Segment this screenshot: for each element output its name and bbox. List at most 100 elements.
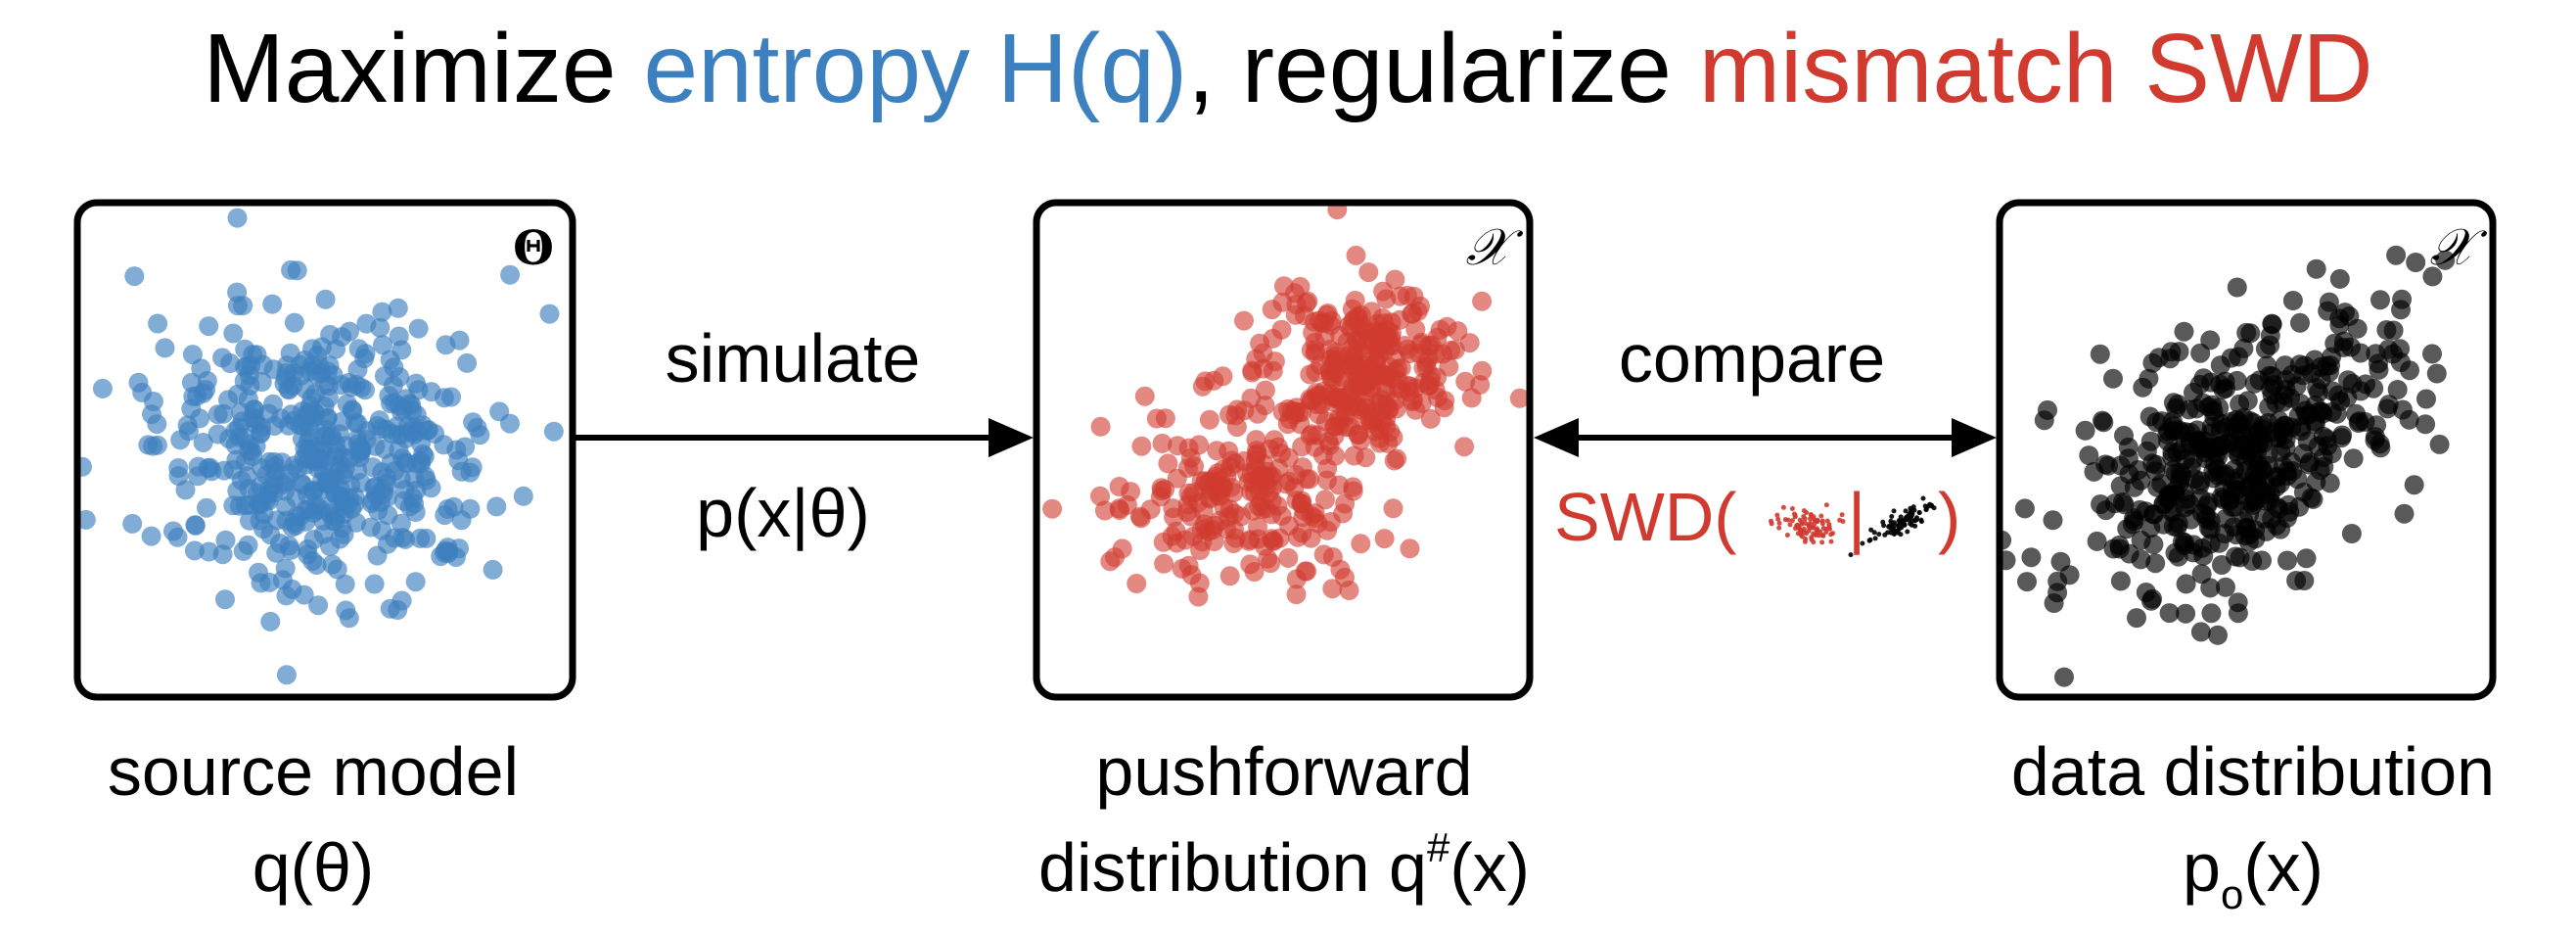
- pushforward-point: [1358, 359, 1379, 380]
- data-point: [2229, 468, 2249, 489]
- simulate-label: simulate: [666, 320, 921, 397]
- source-point: [284, 455, 304, 476]
- data-point: [2293, 365, 2314, 386]
- mini-black-point: [1886, 524, 1892, 530]
- mini-red-point: [1837, 517, 1843, 523]
- pushforward-point: [1390, 286, 1410, 306]
- data-point: [2201, 416, 2222, 437]
- pushforward-caption-sup: #: [1427, 824, 1450, 870]
- mini-red-point: [1799, 534, 1805, 539]
- mini-red-point: [1827, 526, 1832, 532]
- mini-red-point: [1776, 525, 1782, 531]
- source-point: [143, 392, 163, 411]
- data-point: [2103, 368, 2123, 389]
- pushforward-point: [1445, 340, 1465, 360]
- data-point: [2229, 413, 2249, 434]
- pushforward-point: [1127, 574, 1147, 593]
- data-point: [2093, 412, 2114, 433]
- source-point: [330, 529, 350, 549]
- mini-black-point: [1895, 528, 1900, 534]
- source-point: [356, 313, 377, 334]
- pushforward-caption-line2: distribution q#(x): [1038, 824, 1530, 906]
- title-part-maximize: Maximize: [203, 14, 644, 123]
- mini-red-point: [1811, 525, 1817, 531]
- data-point: [2280, 388, 2301, 408]
- data-point: [2305, 414, 2325, 435]
- mini-red-point: [1809, 537, 1815, 542]
- mini-red-point: [1820, 526, 1826, 531]
- pushforward-point: [1167, 468, 1187, 489]
- pushforward-point: [1234, 310, 1254, 331]
- data-point: [2256, 521, 2277, 541]
- source-point: [185, 515, 206, 536]
- swd-separator: |: [1848, 479, 1865, 555]
- pushforward-point: [1411, 335, 1432, 355]
- pushforward-point: [1302, 390, 1322, 410]
- data-point: [2306, 258, 2326, 279]
- pushforward-point: [1219, 404, 1239, 425]
- pushforward-point: [1219, 566, 1240, 586]
- source-point: [316, 426, 337, 446]
- mini-red-point: [1817, 529, 1823, 535]
- source-point: [155, 338, 175, 358]
- source-point: [141, 526, 161, 546]
- mini-pushforward-icon: [1769, 502, 1846, 545]
- pushforward-point: [1134, 386, 1155, 406]
- pushforward-point: [1297, 561, 1317, 582]
- theta-space-symbol: Θ: [513, 221, 554, 276]
- source-point: [297, 442, 317, 462]
- mini-red-point: [1823, 530, 1829, 535]
- source-point: [264, 451, 285, 472]
- source-point: [229, 495, 250, 516]
- pushforward-point: [1100, 551, 1121, 572]
- data-point: [2133, 377, 2153, 398]
- source-point: [408, 318, 429, 339]
- mini-red-point: [1807, 524, 1813, 530]
- mini-black-point: [1920, 495, 1926, 501]
- data-caption-end: (x): [2243, 829, 2323, 906]
- mini-red-point: [1785, 517, 1791, 523]
- source-point: [315, 289, 336, 309]
- pushforward-point: [1291, 493, 1311, 514]
- data-point: [2416, 389, 2436, 409]
- data-point: [2296, 548, 2317, 569]
- data-point: [2426, 363, 2447, 384]
- mini-black-point: [1903, 508, 1909, 514]
- pushforward-point: [1112, 538, 1132, 559]
- data-point: [2228, 603, 2248, 624]
- data-point: [2021, 547, 2042, 568]
- data-point: [2189, 374, 2210, 395]
- source-point: [340, 447, 360, 468]
- source-point: [128, 372, 149, 393]
- pushforward-point: [1240, 554, 1261, 575]
- pushforward-caption-end: (x): [1449, 829, 1530, 906]
- data-point: [2183, 449, 2203, 470]
- source-point: [410, 528, 431, 548]
- figure-title: Maximize entropy H(q), regularize mismat…: [0, 10, 2576, 127]
- data-point: [2043, 510, 2063, 531]
- mini-black-point: [1931, 505, 1937, 511]
- source-point: [226, 449, 247, 470]
- pushforward-point: [1210, 510, 1230, 531]
- source-point: [252, 417, 272, 438]
- pushforward-point: [1356, 447, 1376, 468]
- source-point: [260, 525, 281, 545]
- pushforward-point: [1339, 581, 1359, 600]
- data-caption-line2: po(x): [2183, 829, 2323, 917]
- mini-black-point: [1923, 507, 1929, 513]
- data-point: [2142, 453, 2163, 474]
- compare-arrow: [1534, 418, 1997, 457]
- data-point: [2017, 572, 2037, 592]
- data-point: [2167, 442, 2187, 462]
- mini-red-point: [1824, 518, 1830, 524]
- pushforward-point: [1325, 445, 1346, 466]
- mini-black-point: [1888, 518, 1894, 524]
- data-point: [2314, 456, 2334, 477]
- data-point: [2394, 503, 2415, 524]
- pushforward-point: [1284, 283, 1305, 304]
- source-point: [147, 414, 167, 435]
- source-point: [483, 559, 503, 580]
- likelihood-label: p(x|θ): [696, 475, 870, 551]
- source-point: [215, 589, 235, 610]
